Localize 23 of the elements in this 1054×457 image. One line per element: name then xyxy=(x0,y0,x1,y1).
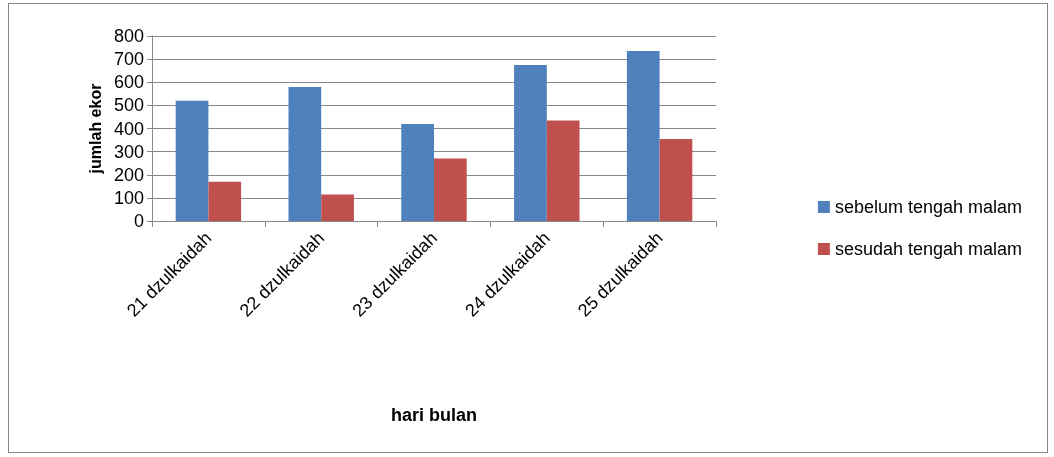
bar xyxy=(321,194,354,221)
y-tick-label: 800 xyxy=(113,26,144,46)
bar xyxy=(514,64,547,221)
y-tick-label: 0 xyxy=(133,211,144,231)
bar xyxy=(175,100,209,221)
bar xyxy=(208,181,242,221)
bar xyxy=(401,123,434,221)
y-tick-label: 400 xyxy=(113,118,144,139)
x-axis-title: hari bulan xyxy=(390,405,478,425)
legend-label: sesudah tengah malam xyxy=(834,239,1023,259)
y-tick-label: 700 xyxy=(113,49,144,70)
y-tick-label: 100 xyxy=(113,187,144,208)
y-axis-title: jumlah ekor xyxy=(86,83,104,175)
bar xyxy=(626,51,660,221)
bar xyxy=(288,86,322,221)
bar xyxy=(546,120,580,221)
legend-label: sebelum tengah malam xyxy=(834,197,1022,217)
y-tick-label: 200 xyxy=(113,164,144,185)
bar xyxy=(434,158,467,221)
bar xyxy=(659,138,693,221)
y-tick-label: 300 xyxy=(113,141,144,162)
y-tick-label: 600 xyxy=(113,72,144,93)
y-tick-label: 500 xyxy=(113,95,144,116)
